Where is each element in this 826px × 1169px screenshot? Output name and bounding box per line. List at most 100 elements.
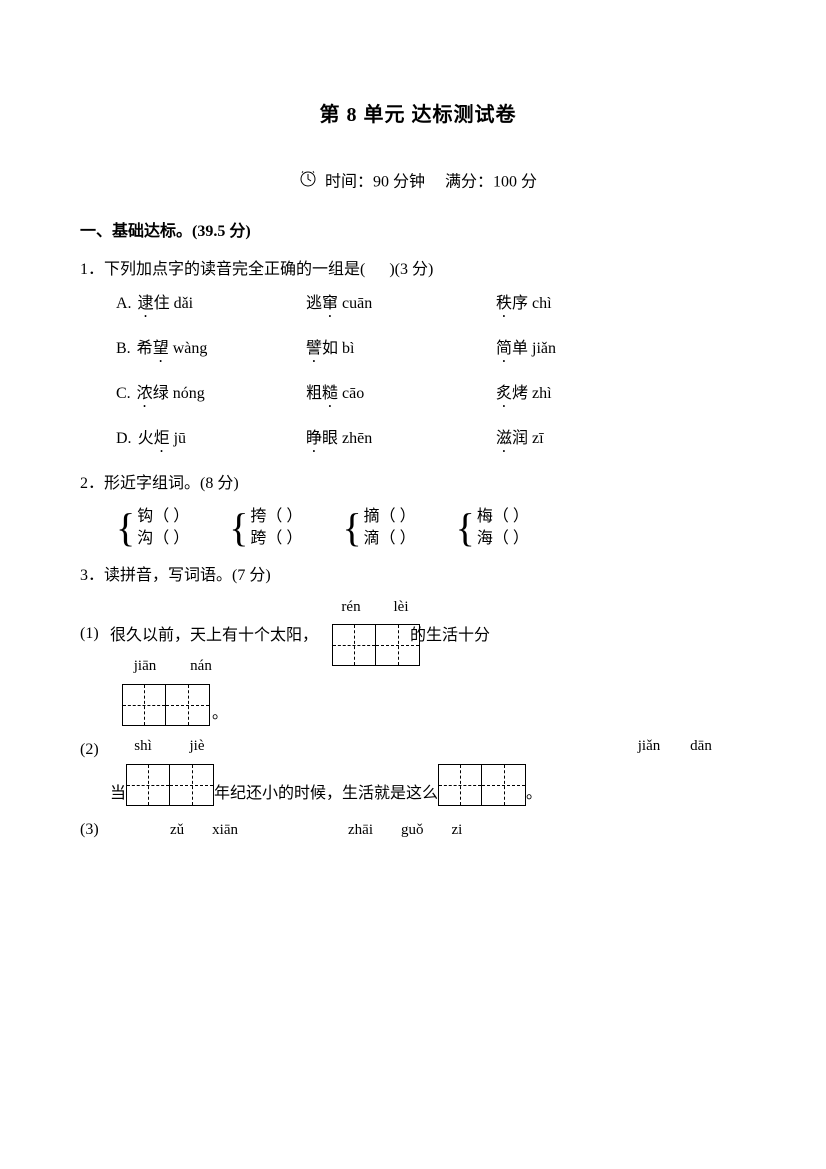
dotted-char: 睁 — [306, 430, 322, 447]
sub-index: (1) — [80, 622, 110, 646]
pinyin-block: rén lèi — [332, 598, 420, 666]
q3-sub3: (3) zǔ xiān zhāi guǒ zi — [80, 818, 756, 842]
q2-stem: 2．形近字组词。(8 分) — [80, 472, 756, 496]
opt-text: cāo — [338, 385, 364, 402]
dotted-char: 滋 — [496, 430, 512, 447]
dotted-char: 譬 — [306, 340, 322, 357]
q1-blank[interactable] — [365, 261, 389, 278]
dotted-char: 秩 — [496, 295, 512, 312]
tianzige[interactable] — [122, 684, 210, 726]
page-title: 第 8 单元 达标测试卷 — [80, 100, 756, 130]
section-heading: 一、基础达标。(39.5 分) — [80, 220, 756, 244]
opt-text: 眼 zhēn — [322, 430, 372, 447]
opt-text: 火 — [138, 430, 154, 447]
dotted-char: 浓 — [137, 385, 153, 402]
pair-item[interactable]: 海（ ） — [477, 528, 529, 550]
pinyin: guǒ — [401, 819, 424, 842]
sentence-text: 。 — [526, 782, 542, 806]
q1-option-c[interactable]: C. 浓绿 nóng 粗糙 cāo 炙烤 zhì — [116, 382, 756, 411]
question-1: 1．下列加点字的读音完全正确的一组是( )(3 分) A.逮住 dǎi 逃窜 c… — [80, 258, 756, 456]
q2-group-2: { 挎（ ） 跨（ ） — [229, 506, 302, 550]
pinyin-group: zhāi guǒ zi — [348, 819, 462, 842]
q1-option-d[interactable]: D.火炬 jū 睁眼 zhēn 滋润 zī — [116, 427, 756, 456]
pinyin: zi — [451, 819, 462, 842]
pinyin: zhāi — [348, 819, 373, 842]
q2-group-1: { 钩（ ） 沟（ ） — [116, 506, 189, 550]
q2-group-4: { 梅（ ） 海（ ） — [456, 506, 529, 550]
opt-text: 绿 nóng — [153, 385, 205, 402]
opt-text: wàng — [169, 340, 208, 357]
question-2: 2．形近字组词。(8 分) { 钩（ ） 沟（ ） { 挎（ ） 跨（ ） { … — [80, 472, 756, 550]
dotted-char: 炙 — [496, 385, 512, 402]
opt-text: 如 bì — [322, 340, 354, 357]
opt-text: 粗 — [306, 385, 322, 402]
sentence-text: 年纪还小的时候，生活就是这么 — [214, 782, 438, 806]
sentence-text: 。 — [212, 702, 228, 726]
dotted-char: 糙 — [322, 385, 338, 402]
brace-icon: { — [116, 506, 135, 550]
q1-stem-suffix: )(3 分) — [389, 261, 433, 278]
brace-icon: { — [229, 506, 248, 550]
q1-option-b[interactable]: B.希望 wàng 譬如 bì 简单 jiǎn — [116, 337, 756, 366]
q1-stem-prefix: 1．下列加点字的读音完全正确的一组是( — [80, 261, 365, 278]
opt-text: 单 jiǎn — [512, 340, 556, 357]
clock-icon — [299, 170, 317, 196]
pinyin: zǔ — [170, 819, 184, 842]
pair-item[interactable]: 跨（ ） — [250, 528, 302, 550]
q3-sub1: (1) rén lèi 很久以前，天上有十个太阳， 的生活十分 — [80, 598, 756, 726]
sub-index: (3) — [80, 818, 110, 842]
opt-text: 住 dǎi — [154, 295, 194, 312]
time-label: 时间： — [325, 174, 373, 191]
opt-text: cuān — [338, 295, 372, 312]
score-value: 100 分 — [493, 174, 537, 191]
opt-label: B. — [116, 340, 131, 357]
sentence-text: 的生活十分 — [410, 624, 490, 648]
pinyin-group: zǔ xiān — [170, 819, 238, 842]
tianzige[interactable] — [438, 764, 526, 806]
q3-stem: 3．读拼音，写词语。(7 分) — [80, 564, 756, 588]
question-3: 3．读拼音，写词语。(7 分) (1) rén lèi 很久以前，天上有十个 — [80, 564, 756, 842]
dotted-char: 窜 — [322, 295, 338, 312]
q2-group-3: { 摘（ ） 滴（ ） — [342, 506, 415, 550]
sub-index: (2) — [80, 738, 110, 762]
pinyin: lèi — [386, 596, 416, 619]
score-label: 满分： — [445, 174, 493, 191]
tianzige[interactable] — [332, 624, 420, 666]
pair-item[interactable]: 钩（ ） — [137, 506, 189, 528]
pair-item[interactable]: 梅（ ） — [477, 506, 529, 528]
tianzige[interactable] — [126, 764, 214, 806]
pair-item[interactable]: 沟（ ） — [137, 528, 189, 550]
pinyin: shì — [128, 735, 158, 758]
dotted-char: 望 — [153, 340, 169, 357]
pinyin: jiè — [182, 735, 212, 758]
brace-icon: { — [456, 506, 475, 550]
pinyin-block: jiān nán 。 — [122, 658, 228, 726]
q1-stem: 1．下列加点字的读音完全正确的一组是( )(3 分) — [80, 258, 756, 282]
opt-label: C. — [116, 385, 131, 402]
pinyin: jiǎn — [634, 735, 664, 758]
dotted-char: 炬 — [154, 430, 170, 447]
pinyin: dān — [686, 735, 716, 758]
exam-info: 时间：90 分钟 满分：100 分 — [80, 170, 756, 196]
pinyin: jiān — [130, 655, 160, 678]
q2-groups: { 钩（ ） 沟（ ） { 挎（ ） 跨（ ） { 摘（ ） 滴（ ） — [116, 506, 756, 550]
opt-text: 烤 zhì — [512, 385, 552, 402]
q1-options: A.逮住 dǎi 逃窜 cuān 秩序 chì B.希望 wàng 譬如 bì … — [116, 292, 756, 456]
dotted-char: 逮 — [138, 295, 154, 312]
q1-option-a[interactable]: A.逮住 dǎi 逃窜 cuān 秩序 chì — [116, 292, 756, 321]
opt-text: jū — [170, 430, 186, 447]
opt-text: 润 zī — [512, 430, 544, 447]
opt-text: 序 chì — [512, 295, 552, 312]
pair-item[interactable]: 滴（ ） — [364, 528, 416, 550]
q3-sub2: (2) shì jiè jiǎn dān 当 — [80, 738, 756, 806]
brace-icon: { — [342, 506, 361, 550]
pinyin: xiān — [212, 819, 238, 842]
pair-item[interactable]: 摘（ ） — [364, 506, 416, 528]
opt-text: 希 — [137, 340, 153, 357]
sentence-text: 当 — [110, 782, 126, 806]
time-value: 90 分钟 — [373, 174, 425, 191]
opt-text: 逃 — [306, 295, 322, 312]
pinyin: nán — [186, 655, 216, 678]
sentence-text: 很久以前，天上有十个太阳， — [110, 624, 318, 648]
pair-item[interactable]: 挎（ ） — [250, 506, 302, 528]
